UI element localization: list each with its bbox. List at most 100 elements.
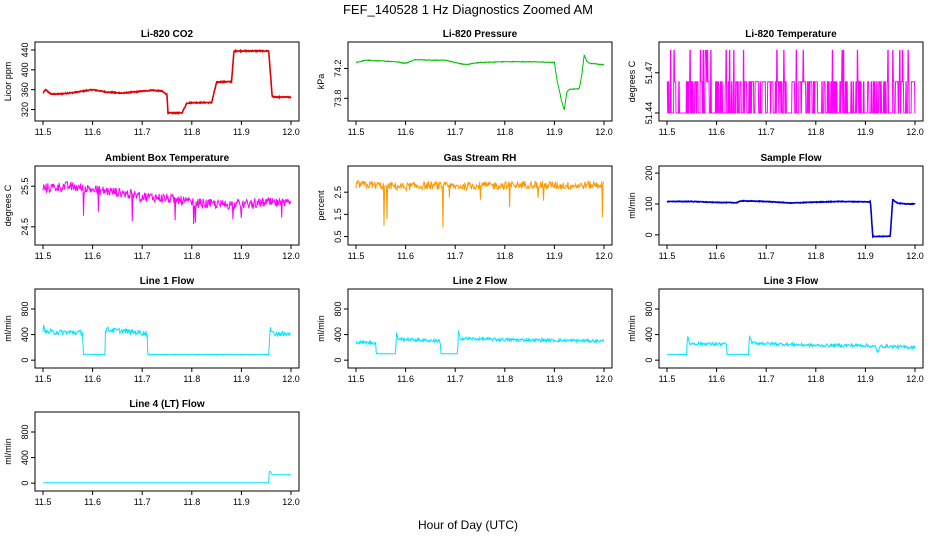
panel-title: Line 4 (LT) Flow — [129, 399, 205, 410]
plot-frame — [658, 165, 924, 246]
x-tick-label: 11.6 — [708, 374, 725, 384]
x-tick-label: 11.9 — [546, 374, 563, 384]
x-tick-label: 11.7 — [134, 374, 151, 384]
y-tick-label: 51.47 — [644, 62, 654, 85]
x-tick-label: 12.0 — [906, 251, 924, 261]
y-tick-label: 25.5 — [20, 177, 30, 195]
x-tick-label: 11.6 — [84, 497, 101, 507]
x-tick-label: 11.9 — [857, 251, 874, 261]
panel-title: Line 1 Flow — [140, 276, 195, 287]
x-tick-label: 11.5 — [35, 251, 52, 261]
panel-5: Sample Flow 11.5 11.6 11.7 11.8 11.9 12.0 0 100 2… — [627, 153, 924, 261]
panel-title: Li-820 CO2 — [141, 29, 194, 40]
panel-2: Li-820 Temperature 11.5 11.6 11.7 11.8 11.9 12… — [627, 29, 924, 137]
plot-frame — [34, 165, 300, 246]
panel-title: Li-820 Pressure — [443, 29, 518, 40]
x-tick-label: 12.0 — [595, 374, 613, 384]
x-tick-label: 11.6 — [84, 374, 101, 384]
y-axis-label: ml/min — [627, 315, 637, 342]
y-tick-label: 440 — [20, 42, 30, 57]
x-tick-label: 11.5 — [659, 374, 676, 384]
series-line — [42, 48, 292, 115]
x-tick-label: 11.5 — [35, 374, 52, 384]
y-axis-label: ml/min — [3, 315, 13, 342]
y-tick-label: 73.8 — [333, 90, 343, 108]
y-tick-label: 400 — [20, 327, 30, 342]
panel-4: Gas Stream RH 11.5 11.6 11.7 11.8 11.9 12.0 0.5… — [316, 153, 613, 261]
x-tick-label: 11.9 — [233, 127, 250, 137]
x-tick-label: 11.6 — [708, 251, 725, 261]
x-tick-label: 11.7 — [134, 251, 151, 261]
x-tick-label: 11.7 — [447, 127, 464, 137]
figure-title: FEF_140528 1 Hz Diagnostics Zoomed AM — [342, 2, 593, 17]
y-tick-label: 0.5 — [333, 230, 343, 243]
y-axis-label: percent — [316, 190, 326, 221]
y-tick-label: 0 — [644, 232, 654, 237]
y-tick-label: 0 — [20, 358, 30, 363]
x-tick-label: 11.5 — [659, 127, 676, 137]
panel-title: Gas Stream RH — [444, 153, 517, 164]
y-tick-label: 0 — [644, 358, 654, 363]
series-line — [42, 324, 291, 356]
plot-frame — [34, 288, 300, 369]
x-tick-label: 11.9 — [546, 251, 563, 261]
x-tick-label: 12.0 — [906, 127, 924, 137]
x-tick-label: 12.0 — [282, 127, 300, 137]
x-tick-label: 11.8 — [183, 374, 200, 384]
y-tick-label: 0 — [333, 358, 343, 363]
y-axis-label: ml/min — [627, 192, 637, 219]
x-tick-label: 11.8 — [183, 497, 200, 507]
x-tick-label: 11.9 — [857, 127, 874, 137]
y-tick-label: 200 — [644, 166, 654, 181]
x-tick-label: 12.0 — [282, 374, 300, 384]
y-tick-label: 800 — [644, 301, 654, 316]
series-line — [42, 181, 292, 225]
panel-0: Li-820 CO2 11.5 11.6 11.7 11.8 11.9 12.0 320 360… — [3, 29, 300, 137]
x-tick-label: 11.6 — [84, 127, 101, 137]
x-tick-label: 12.0 — [906, 374, 924, 384]
y-axis-label: kPa — [316, 74, 326, 90]
y-axis-label: ml/min — [3, 438, 13, 465]
plot-frame — [347, 288, 613, 369]
x-tick-label: 11.8 — [807, 251, 824, 261]
series-line — [666, 198, 916, 239]
y-axis-label: degrees C — [627, 60, 637, 102]
panel-title: Sample Flow — [760, 153, 821, 164]
y-tick-label: 800 — [333, 301, 343, 316]
x-tick-label: 11.6 — [397, 374, 414, 384]
x-tick-label: 11.7 — [134, 127, 151, 137]
panel-9: Line 4 (LT) Flow 11.5 11.6 11.7 11.8 11.9 12.0… — [3, 399, 300, 507]
x-tick-label: 11.5 — [659, 251, 676, 261]
y-tick-label: 400 — [20, 62, 30, 77]
series-line — [666, 49, 916, 114]
x-tick-label: 12.0 — [595, 127, 613, 137]
series-line — [43, 470, 291, 484]
series-line — [666, 335, 916, 356]
x-tick-label: 11.8 — [807, 374, 824, 384]
y-tick-label: 0 — [20, 481, 30, 486]
y-tick-label: 1.5 — [333, 208, 343, 221]
x-tick-label: 11.6 — [708, 127, 725, 137]
series-line — [355, 179, 605, 228]
x-tick-label: 11.8 — [183, 127, 200, 137]
x-tick-label: 11.9 — [857, 374, 874, 384]
plot-frame — [658, 288, 924, 369]
plot-frame — [347, 41, 613, 122]
series-line — [355, 330, 605, 355]
x-tick-label: 11.6 — [84, 251, 101, 261]
x-tick-label: 12.0 — [282, 497, 300, 507]
x-tick-label: 11.6 — [397, 251, 414, 261]
x-tick-label: 11.7 — [447, 374, 464, 384]
x-tick-label: 11.5 — [348, 127, 365, 137]
x-tick-label: 11.7 — [134, 497, 151, 507]
y-tick-label: 800 — [20, 301, 30, 316]
panel-7: Line 2 Flow 11.5 11.6 11.7 11.8 11.9 12.0 0 400 8… — [316, 276, 613, 384]
y-tick-label: 51.44 — [644, 102, 654, 125]
plot-frame — [658, 41, 924, 122]
panel-title: Ambient Box Temperature — [105, 153, 230, 164]
panel-title: Line 2 Flow — [453, 276, 508, 287]
x-tick-label: 11.6 — [397, 127, 414, 137]
x-tick-label: 11.7 — [447, 251, 464, 261]
y-tick-label: 24.5 — [20, 218, 30, 236]
